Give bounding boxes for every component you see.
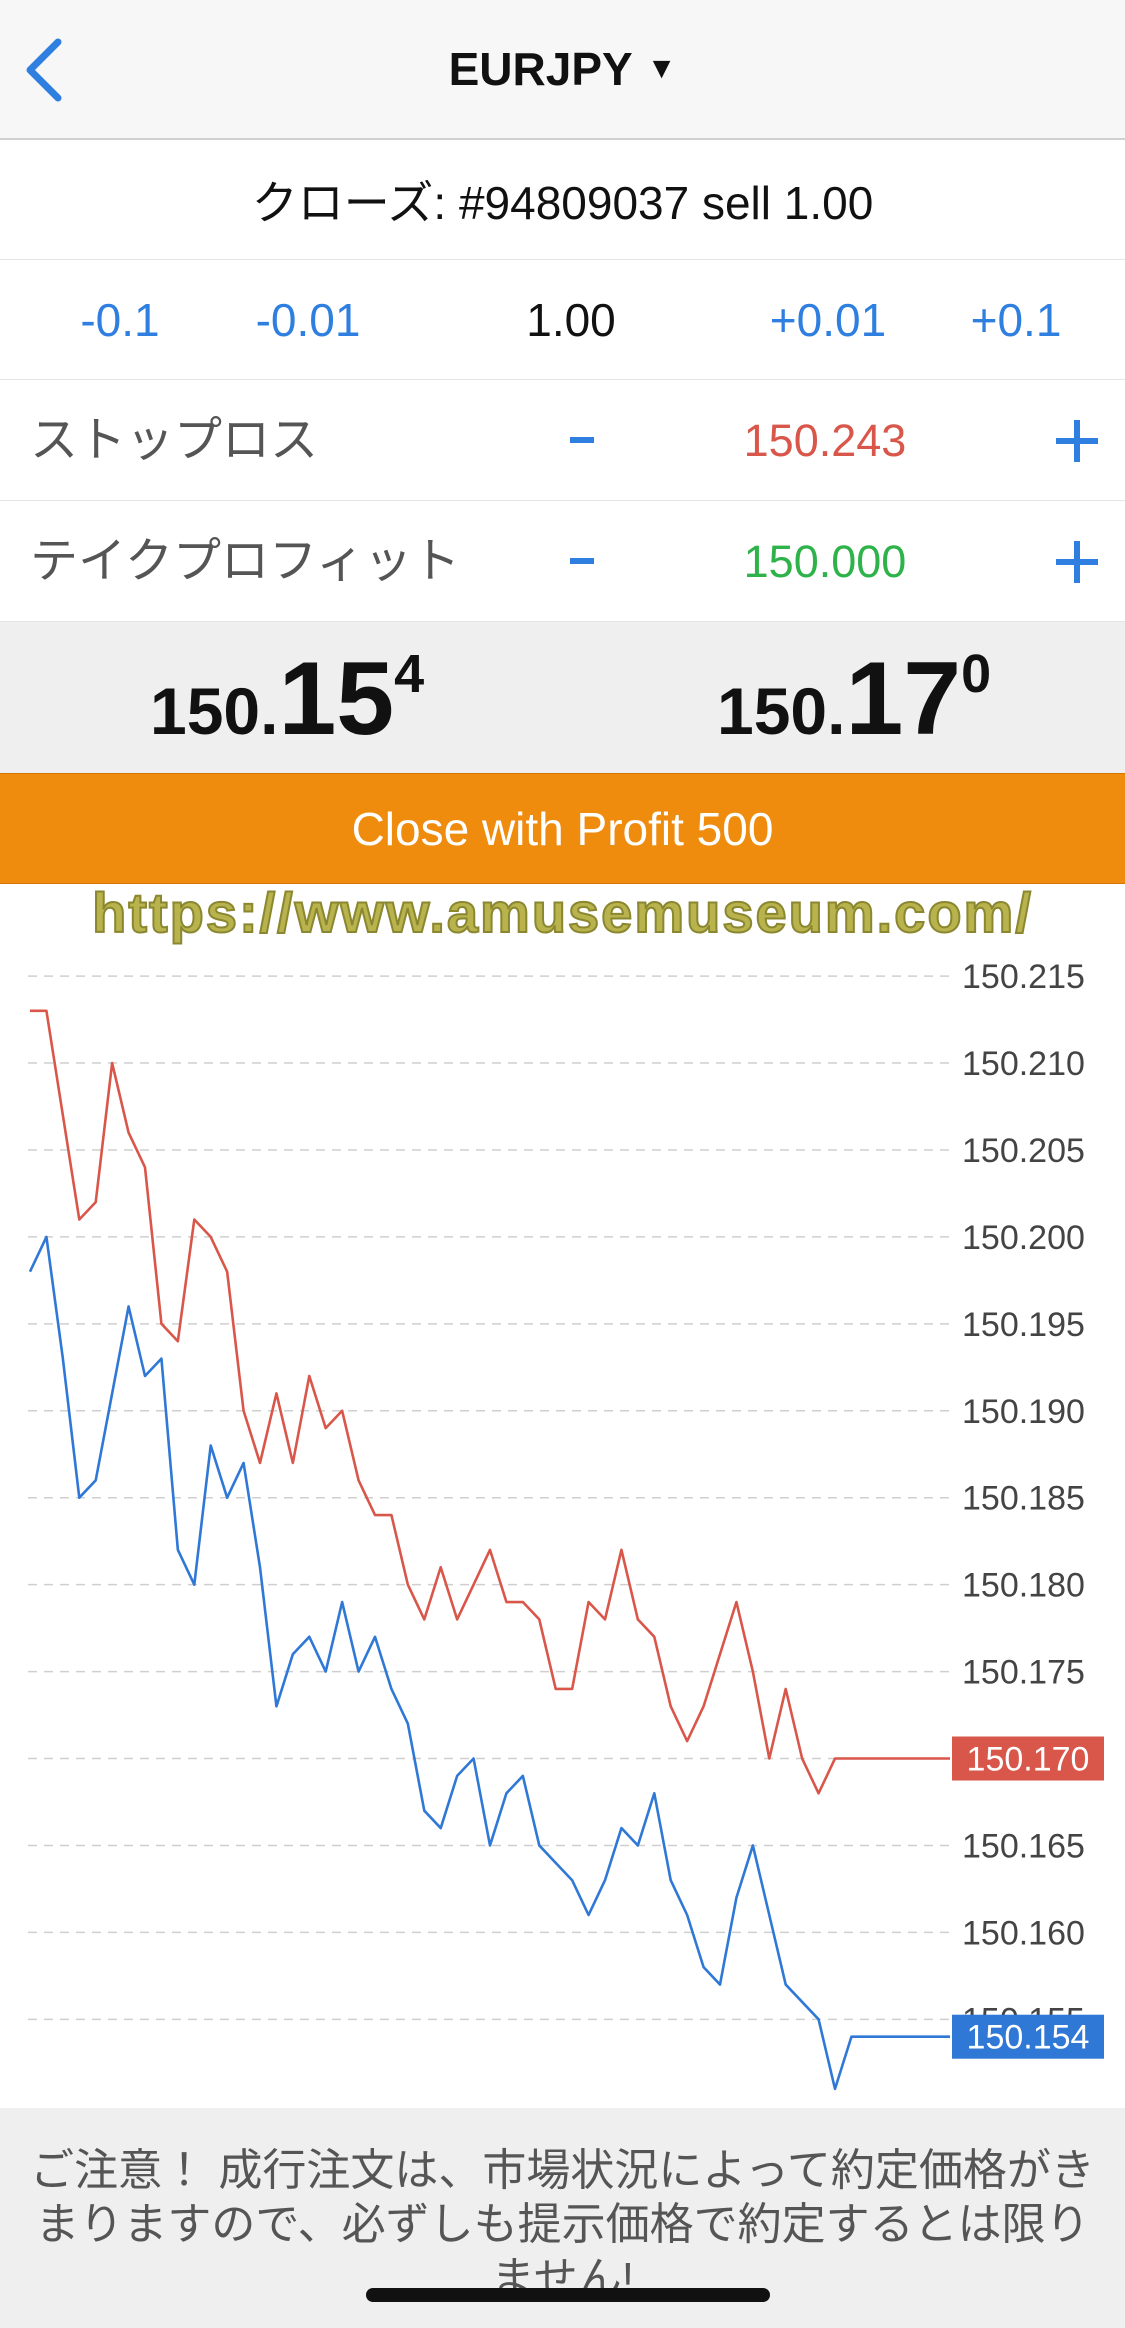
bid-price-prefix: 150.: [150, 674, 279, 748]
take-profit-plus[interactable]: [1052, 537, 1102, 587]
volume-value[interactable]: 1.00: [526, 294, 616, 346]
volume-minus-small[interactable]: -0.01: [255, 294, 361, 346]
volume-minus-large[interactable]: -0.1: [80, 294, 160, 346]
y-tick-label: 150.185: [962, 1480, 1085, 1518]
volume-row: -0.1 -0.01 1.00 +0.01 +0.1: [0, 260, 1125, 380]
stop-loss-minus[interactable]: [560, 420, 604, 460]
close-button[interactable]: Close with Profit 500: [0, 773, 1125, 884]
ask-price-point: 0: [961, 644, 992, 704]
take-profit-row: テイクプロフィット 150.000: [0, 501, 1125, 622]
y-tick-label: 150.180: [962, 1567, 1085, 1605]
take-profit-value[interactable]: 150.000: [743, 536, 907, 587]
price-line: [30, 1009, 950, 1795]
symbol-title[interactable]: EURJPY: [448, 43, 633, 95]
y-tick-label: 150.205: [962, 1132, 1085, 1170]
y-tick-label: 150.200: [962, 1219, 1085, 1257]
ask-price-prefix: 150.: [717, 674, 846, 748]
back-icon: [26, 38, 62, 102]
price-label-box: [952, 1736, 1104, 1781]
bid-price[interactable]: 150.154: [150, 640, 424, 759]
stop-loss-plus[interactable]: [1052, 416, 1102, 466]
y-tick-label: 150.215: [962, 958, 1085, 996]
y-tick-label: 150.160: [962, 1914, 1085, 1952]
back-button[interactable]: [22, 36, 66, 104]
y-tick-label: 150.175: [962, 1654, 1085, 1692]
y-tick-label: 150.210: [962, 1045, 1085, 1083]
price-label-box: [952, 2014, 1104, 2059]
price-label: 150.154: [967, 2019, 1090, 2057]
stop-loss-label: ストップロス: [30, 414, 319, 467]
take-profit-label: テイクプロフィット: [30, 535, 461, 588]
volume-plus-small[interactable]: +0.01: [769, 294, 887, 346]
stop-loss-row: ストップロス 150.243: [0, 380, 1125, 501]
price-chart: 150.215 150.210 150.205 150.200 150.195 150.1…: [28, 958, 1104, 2091]
volume-plus-large[interactable]: +0.1: [970, 294, 1062, 346]
stop-loss-value[interactable]: 150.243: [743, 415, 907, 466]
ask-price-pips: 17: [845, 641, 962, 757]
order-label: クローズ: #94809037 sell 1.00: [0, 140, 1125, 260]
home-indicator: [366, 2288, 770, 2302]
price-panel: 150.154 150.170: [0, 622, 1125, 773]
bid-price-pips: 15: [278, 641, 395, 757]
take-profit-minus[interactable]: [560, 541, 604, 581]
symbol-dropdown[interactable]: ▼: [646, 52, 677, 85]
plus-icon: [1056, 541, 1098, 583]
nav-bar: EURJPY ▼: [0, 0, 1125, 140]
plus-icon: [1056, 420, 1098, 462]
watermark: https://www.amusemuseum.com/: [91, 880, 1033, 945]
ask-price[interactable]: 150.170: [717, 640, 991, 759]
y-tick-label: 150.195: [962, 1306, 1085, 1344]
bid-price-point: 4: [394, 644, 425, 704]
y-tick-label: 150.190: [962, 1393, 1085, 1431]
price-line: [28, 1235, 950, 2091]
y-tick-label: 150.165: [962, 1827, 1085, 1865]
price-label: 150.170: [967, 1741, 1090, 1779]
